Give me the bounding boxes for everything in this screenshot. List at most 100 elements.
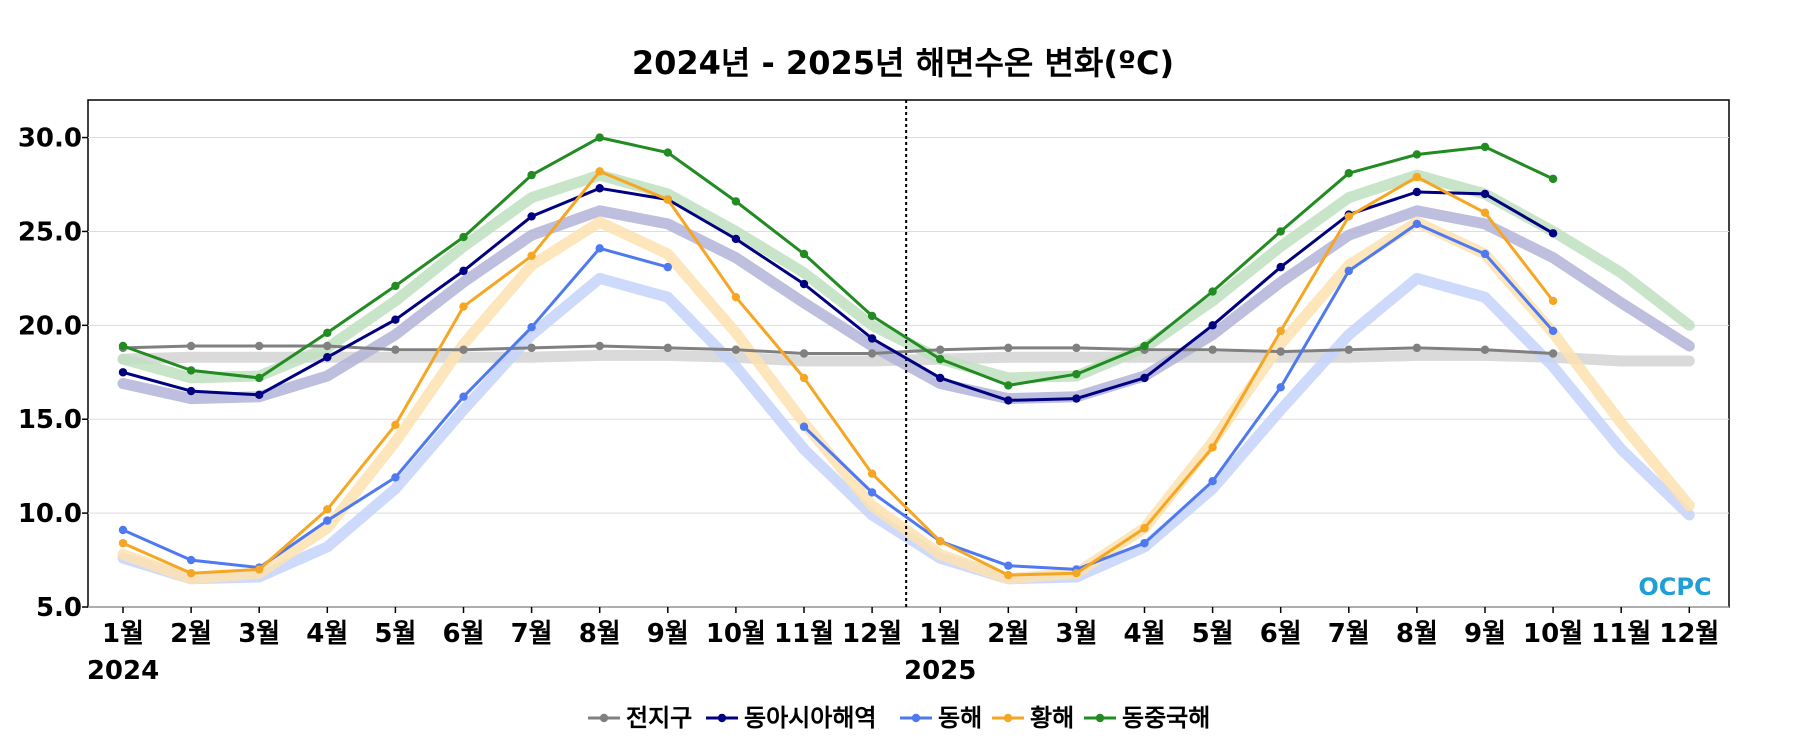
x-tick-label: 11월 — [1591, 619, 1651, 649]
data-point — [1276, 262, 1285, 272]
x-tick-label: 4월 — [1123, 619, 1165, 649]
svg-text:OCPC: OCPC — [1638, 573, 1711, 601]
data-point — [186, 341, 196, 351]
data-point — [186, 366, 196, 375]
data-point — [663, 343, 672, 353]
data-point — [527, 212, 536, 221]
series-line — [122, 136, 1554, 387]
year-labels: 2024 2025 — [87, 656, 977, 686]
legend-swatch-marker — [717, 713, 727, 723]
x-axis-ticks: 1월 2월 3월 4월 5월 6월 7월 8월 9월 10월 11월 12월 1월 2월 3월 4월 5월 6월 7… — [102, 607, 1719, 649]
data-point — [936, 373, 945, 383]
data-point — [1412, 343, 1422, 353]
data-point — [1072, 569, 1081, 578]
data-point — [118, 538, 128, 548]
data-point — [1412, 187, 1422, 197]
legend-item: 황해 — [992, 704, 1074, 732]
data-point — [799, 249, 809, 259]
data-point — [118, 525, 128, 535]
legend-swatch-marker — [1003, 713, 1013, 723]
data-point — [1344, 169, 1354, 178]
legend-swatch-marker — [1095, 713, 1105, 723]
data-point — [1208, 287, 1217, 296]
data-point — [1004, 343, 1013, 353]
data-point — [323, 341, 332, 351]
data-point — [799, 373, 809, 383]
data-point — [527, 323, 536, 332]
data-point — [1072, 343, 1081, 353]
x-tick-label: 3월 — [1055, 619, 1097, 649]
data-point — [459, 232, 468, 242]
x-tick-label: 6월 — [442, 619, 484, 649]
legend-swatch-marker — [911, 713, 921, 723]
data-point — [391, 345, 400, 354]
data-point — [459, 392, 468, 401]
data-point — [1412, 172, 1422, 182]
ocpc-logo: OCPC — [1638, 573, 1711, 601]
series-line — [122, 186, 1554, 402]
x-tick-label: 2월 — [987, 619, 1029, 649]
data-point — [391, 281, 400, 291]
data-point — [323, 505, 332, 514]
data-point — [527, 343, 536, 353]
legend-item: 동해 — [900, 704, 982, 732]
data-point — [1004, 381, 1013, 390]
data-point — [323, 516, 332, 525]
data-point — [1480, 142, 1490, 152]
data-point — [936, 537, 945, 546]
data-point — [186, 569, 196, 578]
data-point — [323, 353, 332, 362]
x-tick-label: 7월 — [511, 619, 553, 649]
y-tick-label: 5.0 — [36, 593, 82, 623]
data-point — [1140, 341, 1149, 351]
data-point — [1548, 229, 1558, 238]
data-point — [867, 311, 877, 321]
data-point — [867, 349, 877, 358]
data-point — [867, 469, 877, 478]
x-tick-label: 8월 — [579, 619, 621, 649]
data-point — [799, 422, 809, 431]
x-tick-label: 9월 — [1464, 619, 1506, 649]
series-group — [118, 184, 1558, 405]
legend: 전지구 동아시아해역 동해 황해 동중국해 — [588, 704, 1210, 732]
data-point — [936, 345, 945, 354]
data-point — [323, 328, 332, 338]
data-point — [1548, 296, 1558, 306]
data-point — [255, 565, 264, 574]
data-point — [118, 368, 128, 377]
series-line — [122, 344, 1554, 355]
legend-label: 동아시아해역 — [744, 704, 876, 732]
data-point — [1412, 219, 1422, 229]
x-tick-label: 10월 — [706, 619, 766, 649]
data-point — [731, 345, 741, 354]
data-point — [391, 473, 400, 482]
series-line — [122, 169, 1555, 577]
y-tick-label: 15.0 — [18, 405, 82, 435]
legend-item: 동아시아해역 — [706, 704, 876, 732]
series-group — [118, 133, 1558, 390]
data-point — [391, 420, 400, 430]
x-tick-label: 2월 — [170, 619, 212, 649]
chart-title: 2024년 - 2025년 해면수온 변화(ºC) — [632, 44, 1174, 82]
data-point — [595, 133, 604, 142]
y-tick-label: 25.0 — [18, 217, 82, 247]
data-point — [1072, 369, 1081, 379]
data-point — [255, 373, 264, 383]
data-point — [663, 148, 672, 157]
data-point — [459, 266, 468, 276]
year-label: 2025 — [904, 656, 976, 686]
data-point — [867, 488, 877, 497]
data-point — [731, 197, 741, 206]
data-point — [1548, 174, 1558, 184]
x-tick-label: 8월 — [1396, 619, 1438, 649]
x-tick-label: 9월 — [647, 619, 689, 649]
data-point — [255, 341, 264, 351]
data-series — [118, 133, 1558, 580]
data-point — [1072, 394, 1081, 403]
x-tick-label: 3월 — [238, 619, 280, 649]
data-point — [459, 345, 468, 354]
x-tick-label: 5월 — [374, 619, 416, 649]
data-point — [118, 341, 128, 351]
data-point — [1276, 347, 1285, 356]
data-point — [663, 262, 672, 272]
